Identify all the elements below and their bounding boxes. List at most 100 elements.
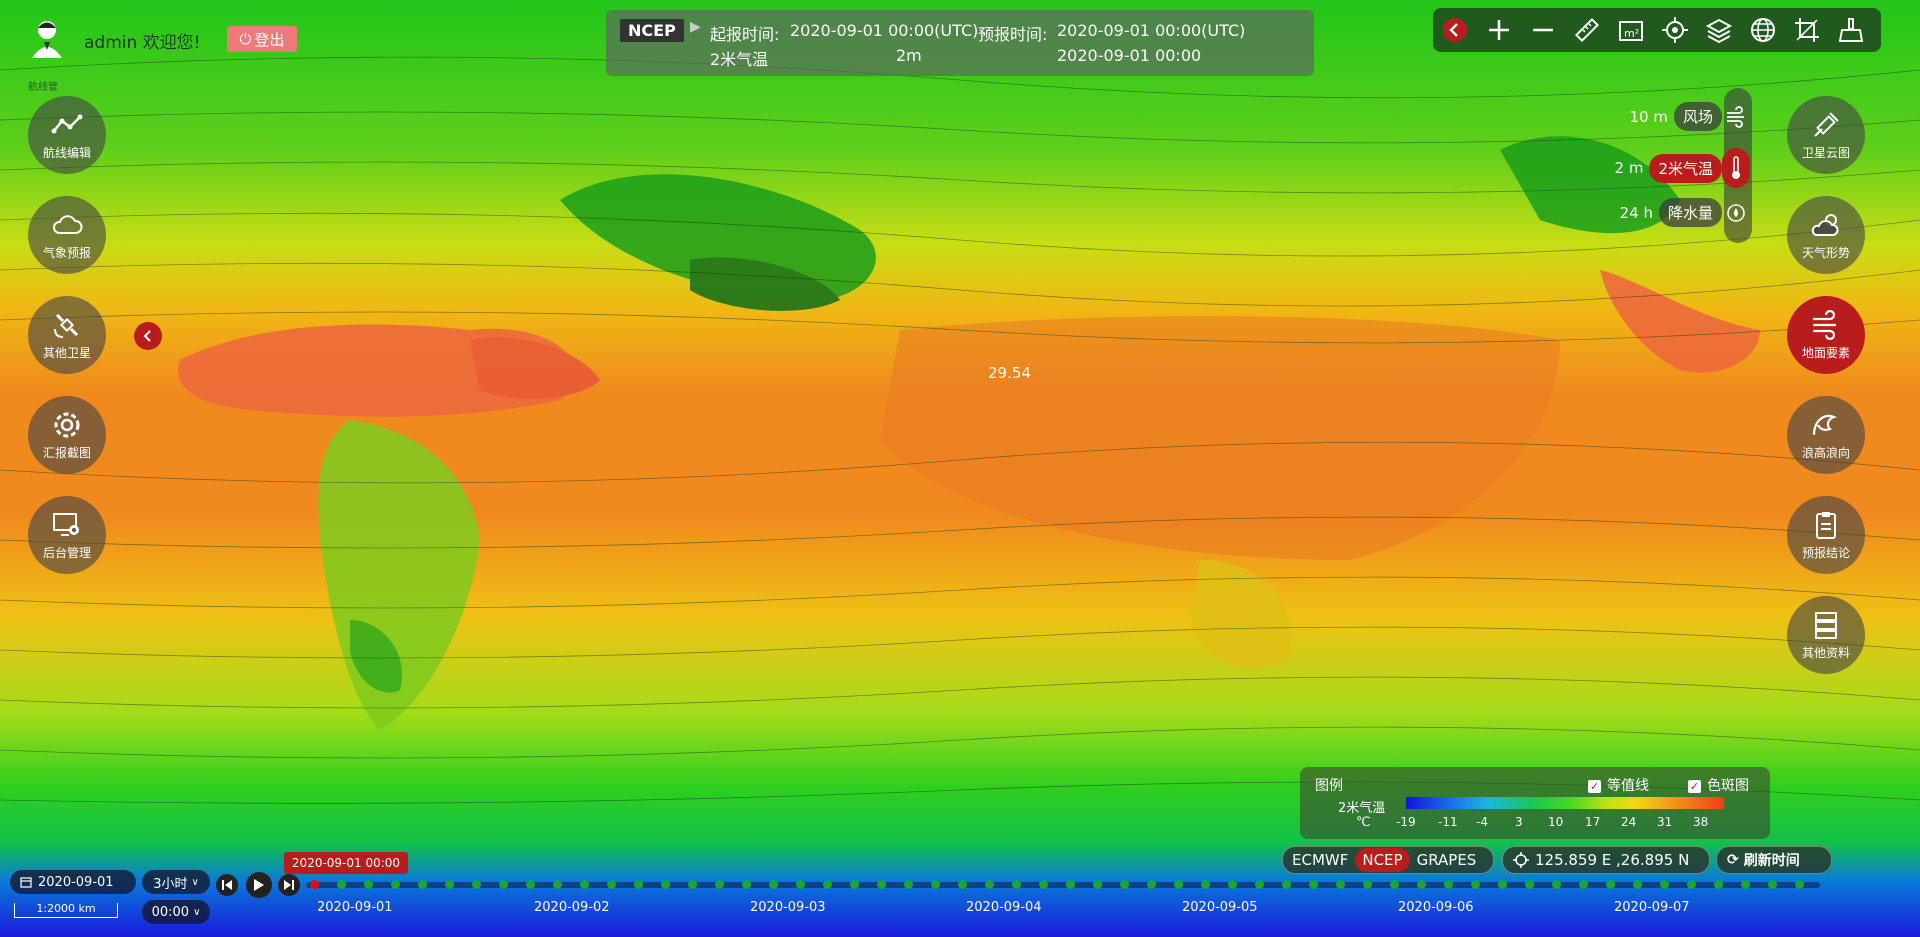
timeline-step[interactable] xyxy=(877,880,886,889)
measure-distance-button[interactable] xyxy=(1565,8,1609,52)
timeline-step[interactable] xyxy=(1660,880,1669,889)
timeline-step[interactable] xyxy=(337,880,346,889)
timeline-step[interactable] xyxy=(931,880,940,889)
wave-button[interactable]: 浪高浪向 xyxy=(1787,396,1865,474)
timeline-step[interactable] xyxy=(634,880,643,889)
other-satellite-button[interactable]: 其他卫星 xyxy=(28,296,106,374)
timeline-step[interactable] xyxy=(310,880,319,889)
source-ncep[interactable]: NCEP xyxy=(1355,848,1410,872)
timeline-step[interactable] xyxy=(958,880,967,889)
report-screenshot-button[interactable]: 汇报截图 xyxy=(28,396,106,474)
layer-row-wind[interactable]: 10 m 风场 xyxy=(1630,102,1750,131)
layer-row-temperature[interactable]: 2 m 2米气温 xyxy=(1615,148,1750,188)
isoline-toggle[interactable]: ✓ 等值线 xyxy=(1588,775,1649,795)
source-grapes[interactable]: GRAPES xyxy=(1416,851,1477,869)
timeline-step[interactable] xyxy=(1606,880,1615,889)
colormap-toggle[interactable]: ✓ 色斑图 xyxy=(1688,775,1749,795)
layer-temp-chip[interactable]: 2米气温 xyxy=(1649,153,1722,183)
timeline-step[interactable] xyxy=(1147,880,1156,889)
crop-button[interactable] xyxy=(1785,8,1829,52)
timeline-step[interactable] xyxy=(1552,880,1561,889)
timeline-step[interactable] xyxy=(499,880,508,889)
timeline-step[interactable] xyxy=(1525,880,1534,889)
date-picker[interactable]: 2020-09-01 xyxy=(10,870,136,894)
timeline-step[interactable] xyxy=(850,880,859,889)
timeline-step[interactable] xyxy=(796,880,805,889)
toolbar-back-button[interactable] xyxy=(1433,8,1477,52)
timeline-step[interactable] xyxy=(823,880,832,889)
timeline-step[interactable] xyxy=(1093,880,1102,889)
play-button[interactable] xyxy=(246,872,272,898)
timeline-step[interactable] xyxy=(688,880,697,889)
forecast-conclusion-button[interactable]: 预报结论 xyxy=(1787,496,1865,574)
clear-button[interactable] xyxy=(1829,8,1873,52)
timeline-step[interactable] xyxy=(553,880,562,889)
colormap-checkbox[interactable]: ✓ xyxy=(1688,779,1701,793)
timeline-step[interactable] xyxy=(1012,880,1021,889)
timeline-step[interactable] xyxy=(1471,880,1480,889)
timeline-step[interactable] xyxy=(1633,880,1642,889)
timeline-step[interactable] xyxy=(1228,880,1237,889)
timeline-step[interactable] xyxy=(445,880,454,889)
timeline-step[interactable] xyxy=(1498,880,1507,889)
surface-elements-button[interactable]: 地面要素 xyxy=(1787,296,1865,374)
measure-area-button[interactable]: m² xyxy=(1609,8,1653,52)
timeline-step[interactable] xyxy=(418,880,427,889)
timeline-step[interactable] xyxy=(1768,880,1777,889)
timeline-step[interactable] xyxy=(1390,880,1399,889)
timeline-step[interactable] xyxy=(1363,880,1372,889)
timeline-step[interactable] xyxy=(985,880,994,889)
timeline-step[interactable] xyxy=(1066,880,1075,889)
timeline-step[interactable] xyxy=(1687,880,1696,889)
zoom-out-button[interactable] xyxy=(1521,8,1565,52)
logout-button[interactable]: ⏻ 登出 xyxy=(227,26,297,52)
refresh-time-button[interactable]: ⟳ 刷新时间 xyxy=(1716,846,1832,874)
timeline-step[interactable] xyxy=(1174,880,1183,889)
timeline-step[interactable] xyxy=(1309,880,1318,889)
timeline-step[interactable] xyxy=(1741,880,1750,889)
time-select[interactable]: 00:00 ∨ xyxy=(142,900,210,924)
wind-icon[interactable] xyxy=(1722,103,1750,131)
timeline-step[interactable] xyxy=(526,880,535,889)
locate-button[interactable] xyxy=(1653,8,1697,52)
timeline-step[interactable] xyxy=(1201,880,1210,889)
timeline-step[interactable] xyxy=(742,880,751,889)
globe-button[interactable] xyxy=(1741,8,1785,52)
layers-button[interactable] xyxy=(1697,8,1741,52)
timeline-step[interactable] xyxy=(1714,880,1723,889)
timeline-step[interactable] xyxy=(1282,880,1291,889)
timeline-step[interactable] xyxy=(769,880,778,889)
timeline-step[interactable] xyxy=(1336,880,1345,889)
admin-button[interactable]: 后台管理 xyxy=(28,496,106,574)
route-edit-button[interactable]: 航线编辑 xyxy=(28,96,106,174)
other-data-button[interactable]: 其他资料 xyxy=(1787,596,1865,674)
timeline-step[interactable] xyxy=(1417,880,1426,889)
timeline-step[interactable] xyxy=(1444,880,1453,889)
zoom-in-button[interactable] xyxy=(1477,8,1521,52)
timeline-step[interactable] xyxy=(472,880,481,889)
satellite-cloud-button[interactable]: 卫星云图 xyxy=(1787,96,1865,174)
layer-row-precip[interactable]: 24 h 降水量 xyxy=(1620,198,1750,227)
source-ecmwf[interactable]: ECMWF xyxy=(1292,851,1349,869)
collapse-left-button[interactable] xyxy=(134,322,162,350)
timeline-step[interactable] xyxy=(1255,880,1264,889)
timeline-step[interactable] xyxy=(715,880,724,889)
thermometer-icon[interactable] xyxy=(1722,148,1750,188)
weather-forecast-button[interactable]: 气象预报 xyxy=(28,196,106,274)
timeline-step[interactable] xyxy=(661,880,670,889)
layer-wind-chip[interactable]: 风场 xyxy=(1673,102,1722,131)
timeline-step[interactable] xyxy=(1120,880,1129,889)
layer-precip-chip[interactable]: 降水量 xyxy=(1658,198,1722,227)
timeline-track[interactable] xyxy=(306,882,1820,888)
skip-forward-button[interactable] xyxy=(278,874,300,896)
timeline-step[interactable] xyxy=(364,880,373,889)
timeline-step[interactable] xyxy=(607,880,616,889)
timeline-step[interactable] xyxy=(391,880,400,889)
isoline-checkbox[interactable]: ✓ xyxy=(1588,779,1601,793)
skip-back-button[interactable] xyxy=(216,874,238,896)
weather-pattern-button[interactable]: 天气形势 xyxy=(1787,196,1865,274)
interval-select[interactable]: 3小时 ∨ xyxy=(142,870,210,894)
timeline-step[interactable] xyxy=(904,880,913,889)
timeline-step[interactable] xyxy=(1795,880,1804,889)
